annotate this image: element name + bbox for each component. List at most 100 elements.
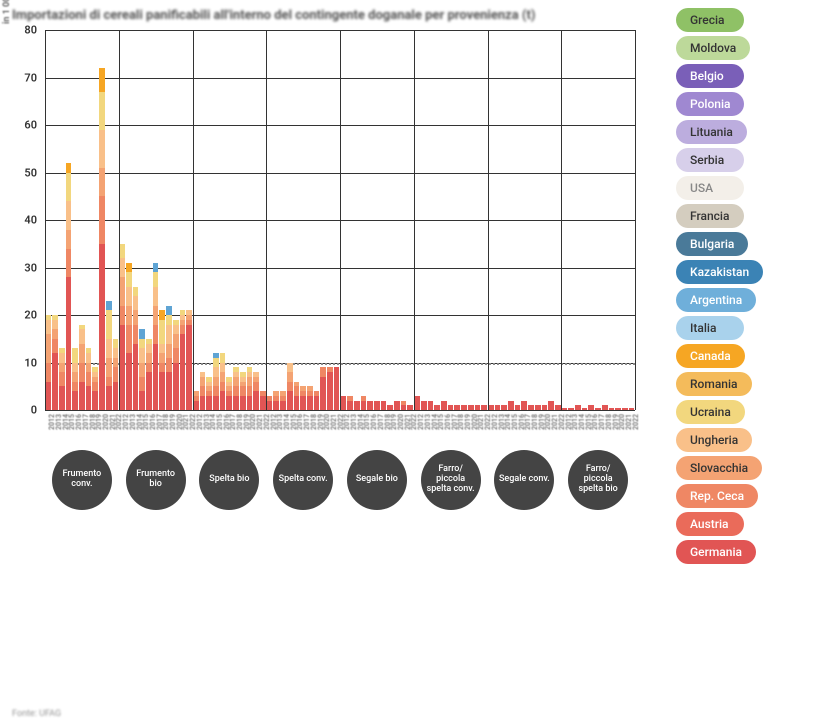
bar[interactable] xyxy=(401,30,407,410)
bar[interactable] xyxy=(615,30,621,410)
bar[interactable] xyxy=(334,30,340,410)
legend-item[interactable]: Belgio xyxy=(676,64,744,88)
bar[interactable] xyxy=(475,30,481,410)
bar[interactable] xyxy=(233,30,239,410)
bar[interactable] xyxy=(133,30,139,410)
legend-item[interactable]: Slovacchia xyxy=(676,456,762,480)
bar[interactable] xyxy=(193,30,199,410)
bar[interactable] xyxy=(79,30,85,410)
bar[interactable] xyxy=(421,30,427,410)
bar[interactable] xyxy=(461,30,467,410)
bar[interactable] xyxy=(555,30,561,410)
bar[interactable] xyxy=(320,30,326,410)
bar[interactable] xyxy=(240,30,246,410)
bar[interactable] xyxy=(159,30,165,410)
bar[interactable] xyxy=(220,30,226,410)
legend-item[interactable]: Francia xyxy=(676,204,744,228)
legend-item[interactable]: Argentina xyxy=(676,288,756,312)
bar[interactable] xyxy=(206,30,212,410)
bar[interactable] xyxy=(428,30,434,410)
bar[interactable] xyxy=(300,30,306,410)
bar[interactable] xyxy=(548,30,554,410)
bar[interactable] xyxy=(166,30,172,410)
bar[interactable] xyxy=(568,30,574,410)
bar[interactable] xyxy=(294,30,300,410)
bar[interactable] xyxy=(575,30,581,410)
bar[interactable] xyxy=(113,30,119,410)
bar[interactable] xyxy=(126,30,132,410)
bar[interactable] xyxy=(247,30,253,410)
legend-item[interactable]: Grecia xyxy=(676,8,744,32)
bar[interactable] xyxy=(394,30,400,410)
bar[interactable] xyxy=(253,30,259,410)
bar[interactable] xyxy=(488,30,494,410)
bar[interactable] xyxy=(200,30,206,410)
bar[interactable] xyxy=(367,30,373,410)
bar[interactable] xyxy=(173,30,179,410)
bar[interactable] xyxy=(454,30,460,410)
bar[interactable] xyxy=(588,30,594,410)
bar[interactable] xyxy=(602,30,608,410)
legend-item[interactable]: Italia xyxy=(676,316,744,340)
bar[interactable] xyxy=(146,30,152,410)
bar[interactable] xyxy=(280,30,286,410)
legend-item[interactable]: Ungheria xyxy=(676,428,752,452)
bar[interactable] xyxy=(521,30,527,410)
bar[interactable] xyxy=(186,30,192,410)
legend-item[interactable]: Canada xyxy=(676,344,745,368)
bar[interactable] xyxy=(180,30,186,410)
bar[interactable] xyxy=(508,30,514,410)
legend-item[interactable]: Rep. Ceca xyxy=(676,484,758,508)
bar[interactable] xyxy=(92,30,98,410)
bar[interactable] xyxy=(535,30,541,410)
bar[interactable] xyxy=(287,30,293,410)
bar[interactable] xyxy=(374,30,380,410)
bar[interactable] xyxy=(515,30,521,410)
legend-item[interactable]: USA xyxy=(676,176,744,200)
bar[interactable] xyxy=(59,30,65,410)
legend-item[interactable]: Romania xyxy=(676,372,752,396)
bar[interactable] xyxy=(260,30,266,410)
bar[interactable] xyxy=(340,30,346,410)
legend-item[interactable]: Austria xyxy=(676,512,744,536)
bar[interactable] xyxy=(622,30,628,410)
bar[interactable] xyxy=(99,30,105,410)
bar[interactable] xyxy=(407,30,413,410)
bar[interactable] xyxy=(381,30,387,410)
bar[interactable] xyxy=(562,30,568,410)
legend-item[interactable]: Ucraina xyxy=(676,400,745,424)
bar[interactable] xyxy=(609,30,615,410)
bar[interactable] xyxy=(273,30,279,410)
bar[interactable] xyxy=(106,30,112,410)
bar[interactable] xyxy=(226,30,232,410)
bar[interactable] xyxy=(629,30,635,410)
bar[interactable] xyxy=(448,30,454,410)
bar[interactable] xyxy=(86,30,92,410)
bar[interactable] xyxy=(46,30,52,410)
bar[interactable] xyxy=(139,30,145,410)
bar[interactable] xyxy=(582,30,588,410)
bar[interactable] xyxy=(66,30,72,410)
bar[interactable] xyxy=(213,30,219,410)
legend-item[interactable]: Moldova xyxy=(676,36,750,60)
bar[interactable] xyxy=(119,30,125,410)
bar[interactable] xyxy=(354,30,360,410)
bar[interactable] xyxy=(72,30,78,410)
legend-item[interactable]: Kazakistan xyxy=(676,260,763,284)
bar[interactable] xyxy=(153,30,159,410)
bar[interactable] xyxy=(347,30,353,410)
bar[interactable] xyxy=(267,30,273,410)
bar[interactable] xyxy=(495,30,501,410)
bar[interactable] xyxy=(542,30,548,410)
bar[interactable] xyxy=(481,30,487,410)
bar[interactable] xyxy=(414,30,420,410)
bar[interactable] xyxy=(595,30,601,410)
legend-item[interactable]: Germania xyxy=(676,540,756,564)
bar[interactable] xyxy=(307,30,313,410)
legend-item[interactable]: Lituania xyxy=(676,120,747,144)
legend-item[interactable]: Bulgaria xyxy=(676,232,748,256)
bar[interactable] xyxy=(528,30,534,410)
bar[interactable] xyxy=(468,30,474,410)
legend-item[interactable]: Serbia xyxy=(676,148,744,172)
bar[interactable] xyxy=(314,30,320,410)
